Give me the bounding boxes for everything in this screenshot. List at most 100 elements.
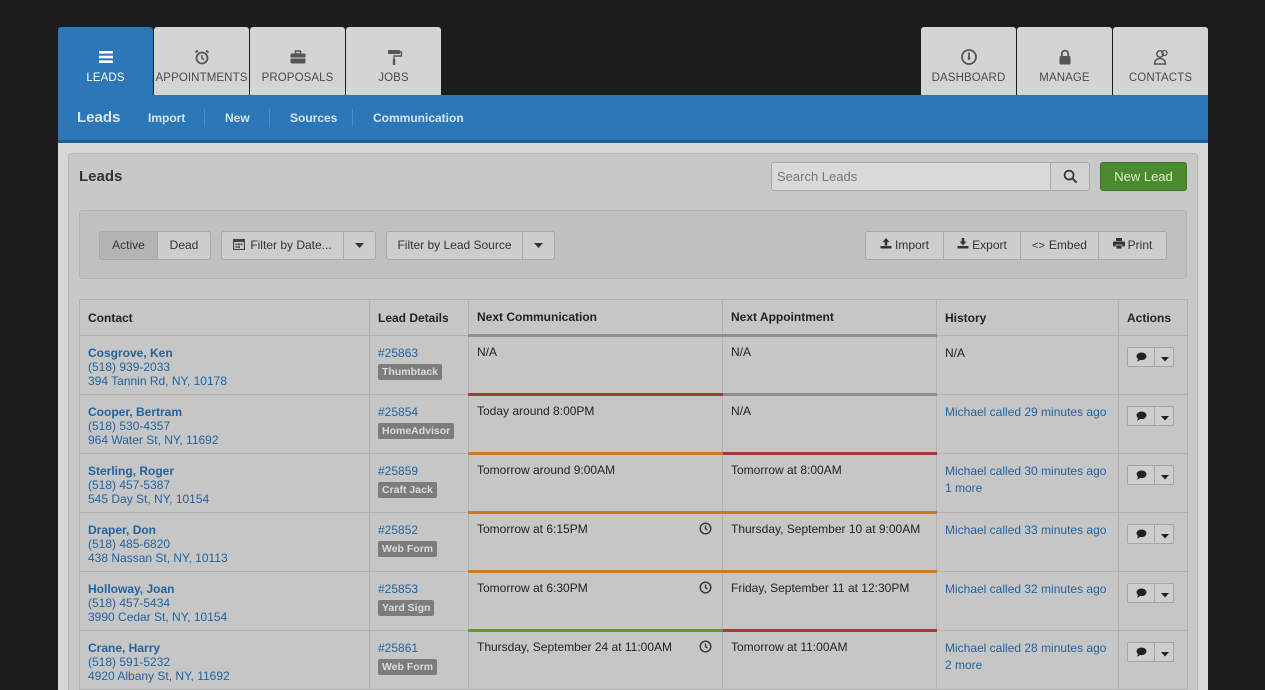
history-entry[interactable]: Michael called 33 minutes ago [945, 523, 1107, 537]
tab-proposals[interactable]: PROPOSALS [250, 27, 345, 95]
next-appointment-cell[interactable]: Thursday, September 10 at 9:00AM [722, 511, 937, 572]
message-button[interactable] [1128, 525, 1155, 543]
date-filter-dropdown[interactable] [343, 231, 376, 260]
next-communication-cell[interactable]: Thursday, September 24 at 11:00AM [468, 629, 723, 690]
actions-cell [1118, 394, 1188, 454]
date-filter-button[interactable]: Filter by Date... [221, 231, 344, 260]
contact-phone-link[interactable]: (518) 939-2033 [88, 360, 171, 374]
contact-phone-link[interactable]: (518) 457-5387 [88, 478, 171, 492]
lead-id-link[interactable]: #25859 [378, 464, 419, 478]
column-header-history[interactable]: History [936, 299, 1119, 336]
lead-source-filter-dropdown[interactable] [522, 231, 555, 260]
column-header-next-appointment[interactable]: Next Appointment [722, 299, 937, 336]
embed-button[interactable]: <> Embed [1020, 231, 1099, 260]
actions-dropdown-button[interactable] [1156, 466, 1174, 484]
caret-down-icon [534, 243, 543, 248]
message-button[interactable] [1128, 584, 1155, 602]
next-appointment-cell[interactable]: Tomorrow at 8:00AM [722, 452, 937, 513]
lead-details-cell: #25861 Web Form [369, 630, 469, 690]
next-communication-cell[interactable]: N/A [468, 334, 723, 395]
lead-id-link[interactable]: #25852 [378, 523, 419, 537]
contact-phone-link[interactable]: (518) 485-6820 [88, 537, 171, 551]
contact-phone-link[interactable]: (518) 530-4357 [88, 419, 171, 433]
tab-jobs[interactable]: JOBS [346, 27, 441, 95]
contact-name-link[interactable]: Cosgrove, Ken [88, 346, 173, 360]
history-cell: Michael called 29 minutes ago [936, 394, 1119, 454]
actions-dropdown-button[interactable] [1156, 348, 1174, 366]
history-entry[interactable]: Michael called 30 minutes ago [945, 464, 1107, 478]
new-lead-button[interactable]: New Lead [1100, 162, 1187, 191]
actions-dropdown-button[interactable] [1156, 584, 1174, 602]
table-row: Crane, Harry (518) 591-5232 4920 Albany St… [79, 629, 1188, 690]
next-appointment-cell[interactable]: N/A [722, 334, 937, 395]
history-cell: N/A [936, 335, 1119, 395]
subnav-communication-link[interactable]: Communication [373, 111, 464, 125]
column-header-contact[interactable]: Contact [79, 299, 370, 336]
search-button[interactable] [1050, 162, 1090, 191]
contact-address-link[interactable]: 3990 Cedar St, NY, 10154 [88, 610, 228, 624]
search-icon [1063, 169, 1077, 184]
contact-address-link[interactable]: 438 Nassan St, NY, 10113 [88, 551, 228, 565]
history-entry[interactable]: Michael called 32 minutes ago [945, 582, 1107, 596]
print-button[interactable]: Print [1098, 231, 1167, 260]
history-more-link[interactable]: 1 more [945, 481, 983, 495]
actions-dropdown-button[interactable] [1156, 525, 1174, 543]
tab-appointments[interactable]: APPOINTMENTS [154, 27, 249, 95]
dead-filter-button[interactable]: Dead [157, 231, 211, 260]
actions-dropdown-button[interactable] [1156, 407, 1174, 425]
lead-source-filter-button[interactable]: Filter by Lead Source [386, 231, 523, 260]
active-filter-button[interactable]: Active [99, 231, 158, 260]
contact-name-link[interactable]: Sterling, Roger [88, 464, 175, 478]
lead-id-link[interactable]: #25861 [378, 641, 419, 655]
tab-manage[interactable]: MANAGE [1017, 27, 1112, 95]
next-communication-cell[interactable]: Tomorrow at 6:15PM [468, 511, 723, 572]
lead-id-link[interactable]: #25863 [378, 346, 419, 360]
tab-contacts[interactable]: CONTACTS [1113, 27, 1208, 95]
contact-name-link[interactable]: Crane, Harry [88, 641, 161, 655]
contact-address-link[interactable]: 394 Tannin Rd, NY, 10178 [88, 374, 228, 388]
message-button[interactable] [1128, 466, 1155, 484]
subnav-import-link[interactable]: Import [148, 111, 186, 125]
lead-id-link[interactable]: #25854 [378, 405, 419, 419]
contact-name-link[interactable]: Cooper, Bertram [88, 405, 183, 419]
next-appointment-cell[interactable]: Friday, September 11 at 12:30PM [722, 570, 937, 631]
next-communication-cell[interactable]: Tomorrow at 6:30PM [468, 570, 723, 631]
subnav-new-link[interactable]: New [225, 111, 250, 125]
next-appointment-cell[interactable]: Tomorrow at 11:00AM [722, 629, 937, 690]
search-input[interactable] [771, 162, 1051, 191]
table-row: Sterling, Roger (518) 457-5387 545 Day St,… [79, 452, 1188, 513]
contact-name-link[interactable]: Holloway, Joan [88, 582, 175, 596]
date-filter-label: Filter by Date... [250, 238, 332, 252]
message-button[interactable] [1128, 643, 1155, 661]
contact-address-link[interactable]: 964 Water St, NY, 11692 [88, 433, 219, 447]
export-button[interactable]: Export [943, 231, 1021, 260]
import-button[interactable]: Import [865, 231, 944, 260]
lead-id-link[interactable]: #25853 [378, 582, 419, 596]
next-appointment-cell[interactable]: N/A [722, 393, 937, 454]
subnav-sources-link[interactable]: Sources [290, 111, 338, 125]
column-header-next-communication[interactable]: Next Communication [468, 299, 723, 336]
message-button[interactable] [1128, 348, 1155, 366]
filter-toolbar: Active Dead Filter by Date... Filter by … [79, 210, 1187, 279]
history-entry[interactable]: Michael called 29 minutes ago [945, 405, 1107, 419]
contact-name-link[interactable]: Draper, Don [88, 523, 157, 537]
next-communication-cell[interactable]: Today around 8:00PM [468, 393, 723, 454]
chat-bubble-icon [1136, 529, 1146, 539]
history-more-link[interactable]: 2 more [945, 658, 983, 672]
contact-cell: Cosgrove, Ken (518) 939-2033 394 Tannin Rd… [79, 335, 370, 395]
column-header-lead-details[interactable]: Lead Details [369, 299, 469, 336]
contact-address-link[interactable]: 4920 Albany St, NY, 11692 [88, 669, 230, 683]
tab-leads[interactable]: LEADS [58, 27, 153, 95]
next-communication-cell[interactable]: Tomorrow around 9:00AM [468, 452, 723, 513]
contact-address-link[interactable]: 545 Day St, NY, 10154 [88, 492, 210, 506]
actions-button-group [1127, 465, 1174, 485]
actions-dropdown-button[interactable] [1156, 643, 1174, 661]
panel-title: Leads [79, 168, 123, 185]
lead-details-cell: #25863 Thumbtack [369, 335, 469, 395]
contact-phone-link[interactable]: (518) 457-5434 [88, 596, 171, 610]
history-entry[interactable]: Michael called 28 minutes ago [945, 641, 1107, 655]
contact-phone-link[interactable]: (518) 591-5232 [88, 655, 171, 669]
contact-cell: Sterling, Roger (518) 457-5387 545 Day St,… [79, 453, 370, 513]
message-button[interactable] [1128, 407, 1155, 425]
tab-dashboard[interactable]: DASHBOARD [921, 27, 1016, 95]
